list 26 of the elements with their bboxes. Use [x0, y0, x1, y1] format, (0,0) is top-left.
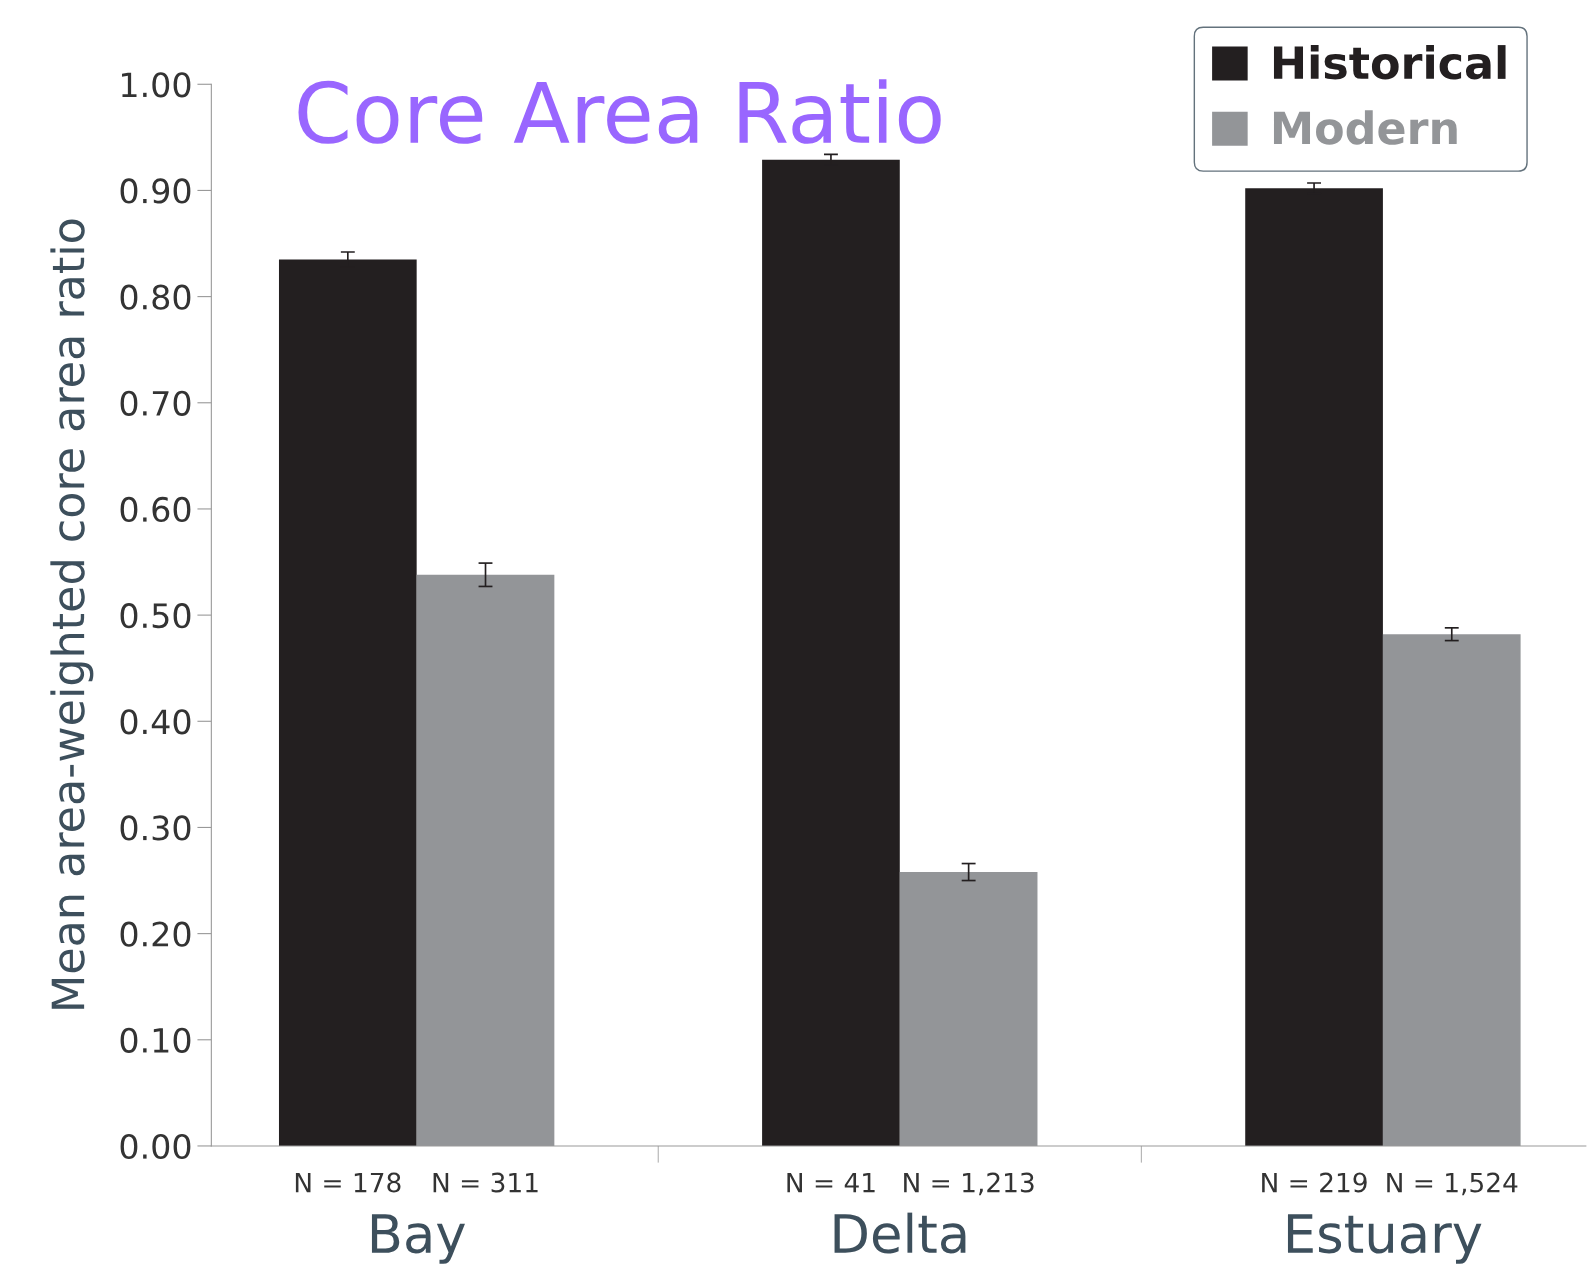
bar: [762, 159, 900, 1146]
y-tick-label: 0.10: [120, 1027, 191, 1053]
y-tick-label: 0.20: [120, 921, 191, 947]
y-tick-label: 1.00: [122, 72, 191, 98]
legend-label: Historical: [1273, 45, 1506, 80]
x-tick-label: Bay: [371, 1214, 465, 1264]
x-tick-label: Delta: [834, 1212, 966, 1254]
y-tick-label: 0.30: [120, 815, 191, 841]
x-tick-label: Estuary: [1287, 1214, 1482, 1264]
text: N = 178: [295, 1172, 401, 1193]
text: N = 311: [433, 1172, 538, 1193]
bar: [1245, 188, 1383, 1146]
y-tick-label: 0.50: [120, 603, 191, 629]
y-tick-label: 0.40: [120, 709, 191, 735]
text: N = 219: [1262, 1172, 1367, 1193]
y-axis-title: Mean area-weighted core area ratio: [50, 219, 94, 1009]
text: N = 1,213: [904, 1172, 1034, 1196]
y-tick-label: 0.80: [120, 284, 191, 310]
legend-label: Modern: [1273, 110, 1457, 145]
text: N = 1,524: [1387, 1172, 1518, 1196]
chart-title: Core Area Ratio: [298, 79, 941, 144]
y-tick-label: 0.00: [120, 1133, 191, 1160]
y-tick-label: 0.90: [120, 178, 191, 204]
y-tick-label: 0.60: [120, 496, 191, 523]
text: N = 41: [787, 1172, 875, 1193]
y-tick-label: 0.70: [120, 390, 191, 416]
